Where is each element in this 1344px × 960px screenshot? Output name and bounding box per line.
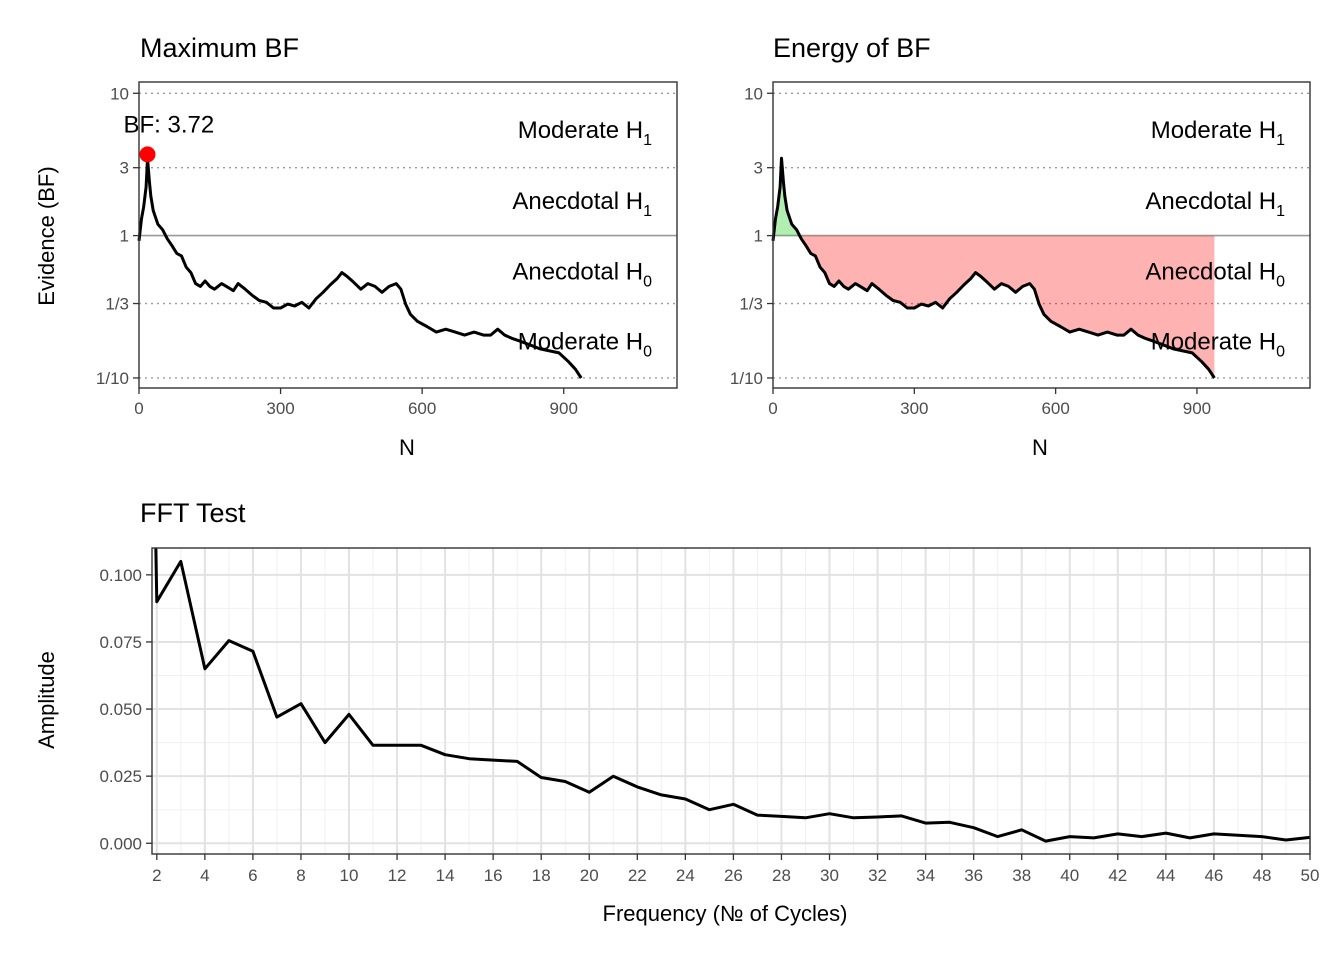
x-tick-label: 36 [964, 866, 983, 885]
x-tick-label: 50 [1301, 866, 1320, 885]
x-tick-label: 34 [916, 866, 935, 885]
region-label: Moderate H0 [518, 329, 652, 361]
x-tick-label: 28 [772, 866, 791, 885]
x-axis-label: Frequency (№ of Cycles) [603, 901, 848, 926]
y-tick-label: 1/3 [105, 295, 129, 314]
y-tick-label: 1/3 [739, 295, 763, 314]
max-bf-label: BF: 3.72 [123, 111, 214, 138]
y-tick-label: 10 [110, 84, 129, 103]
x-axis-label: N [1032, 435, 1048, 460]
y-tick-label: 0.050 [99, 700, 142, 719]
x-tick-label: 42 [1108, 866, 1127, 885]
region-label: Moderate H0 [1151, 329, 1285, 361]
region-label: Anecdotal H0 [512, 258, 652, 290]
x-tick-label: 38 [1012, 866, 1031, 885]
y-axis-label: Evidence (BF) [34, 166, 59, 305]
x-tick-label: 16 [484, 866, 503, 885]
x-tick-label: 0 [768, 399, 777, 418]
y-tick-label: 1 [120, 227, 129, 246]
bf-series-line [771, 156, 1216, 379]
x-tick-label: 20 [580, 866, 599, 885]
x-tick-label: 10 [340, 866, 359, 885]
x-tick-label: 18 [532, 866, 551, 885]
x-tick-label: 30 [820, 866, 839, 885]
y-tick-label: 1/10 [730, 369, 763, 388]
y-axis-label: Amplitude [34, 651, 59, 749]
energy-area-below-1 [773, 235, 1215, 378]
x-tick-label: 600 [408, 399, 436, 418]
plot-area: Moderate H1 Anecdotal H1 Anecdotal H0 Moder… [96, 81, 678, 418]
x-tick-label: 46 [1204, 866, 1223, 885]
x-tick-label: 8 [296, 866, 305, 885]
x-tick-label: 26 [724, 866, 743, 885]
x-tick-label: 900 [550, 399, 578, 418]
y-tick-label: 1 [754, 227, 763, 246]
x-tick-label: 4 [200, 866, 209, 885]
x-tick-label: 24 [676, 866, 695, 885]
y-tick-label: 3 [754, 159, 763, 178]
x-tick-label: 48 [1252, 866, 1271, 885]
plot-area: Moderate H1 Anecdotal H1 Anecdotal H0 Moder… [730, 81, 1311, 418]
y-tick-label: 0.025 [99, 767, 142, 786]
x-tick-label: 600 [1041, 399, 1069, 418]
x-tick-label: 32 [868, 866, 887, 885]
region-label: Anecdotal H1 [1145, 188, 1285, 220]
x-tick-label: 300 [266, 399, 294, 418]
region-label: Moderate H1 [1151, 117, 1285, 149]
x-tick-label: 40 [1060, 866, 1079, 885]
panel-title: Maximum BF [140, 33, 299, 63]
panel-maximum-bf: Maximum BF Evidence (BF) N Moderate H1 An… [34, 33, 678, 460]
plot-area: 2 4 6 8 10 12 14 16 18 20 22 24 26 28 30 32 34 36 38 40 42 44… [99, 547, 1320, 885]
panel-energy-of-bf: Energy of BF N Moderate H1 Anecdotal H1 An… [730, 33, 1311, 460]
y-tick-label: 1/10 [96, 369, 129, 388]
panel-border [151, 547, 1311, 855]
region-label: Moderate H1 [518, 117, 652, 149]
x-tick-label: 0 [134, 399, 143, 418]
x-tick-label: 14 [436, 866, 455, 885]
bf-series-line [137, 156, 583, 379]
x-tick-label: 22 [628, 866, 647, 885]
region-label: Anecdotal H1 [512, 188, 652, 220]
x-axis-label: N [399, 435, 415, 460]
y-tick-label: 0.075 [99, 633, 142, 652]
fft-amplitude-line [154, 548, 1310, 843]
y-tick-label: 0.100 [99, 566, 142, 585]
x-tick-label: 300 [900, 399, 928, 418]
x-tick-label: 2 [152, 866, 161, 885]
x-tick-label: 12 [388, 866, 407, 885]
panel-fft-test: FFT Test Amplitude Frequency (№ of Cycle… [34, 498, 1319, 926]
panel-title: Energy of BF [773, 33, 931, 63]
x-tick-label: 6 [248, 866, 257, 885]
panel-title: FFT Test [140, 498, 246, 528]
y-tick-label: 10 [744, 84, 763, 103]
x-tick-label: 44 [1156, 866, 1175, 885]
y-tick-label: 3 [120, 159, 129, 178]
region-label: Anecdotal H0 [1145, 258, 1285, 290]
max-bf-point [139, 146, 156, 163]
x-tick-label: 900 [1183, 399, 1211, 418]
y-tick-label: 0.000 [99, 834, 142, 853]
